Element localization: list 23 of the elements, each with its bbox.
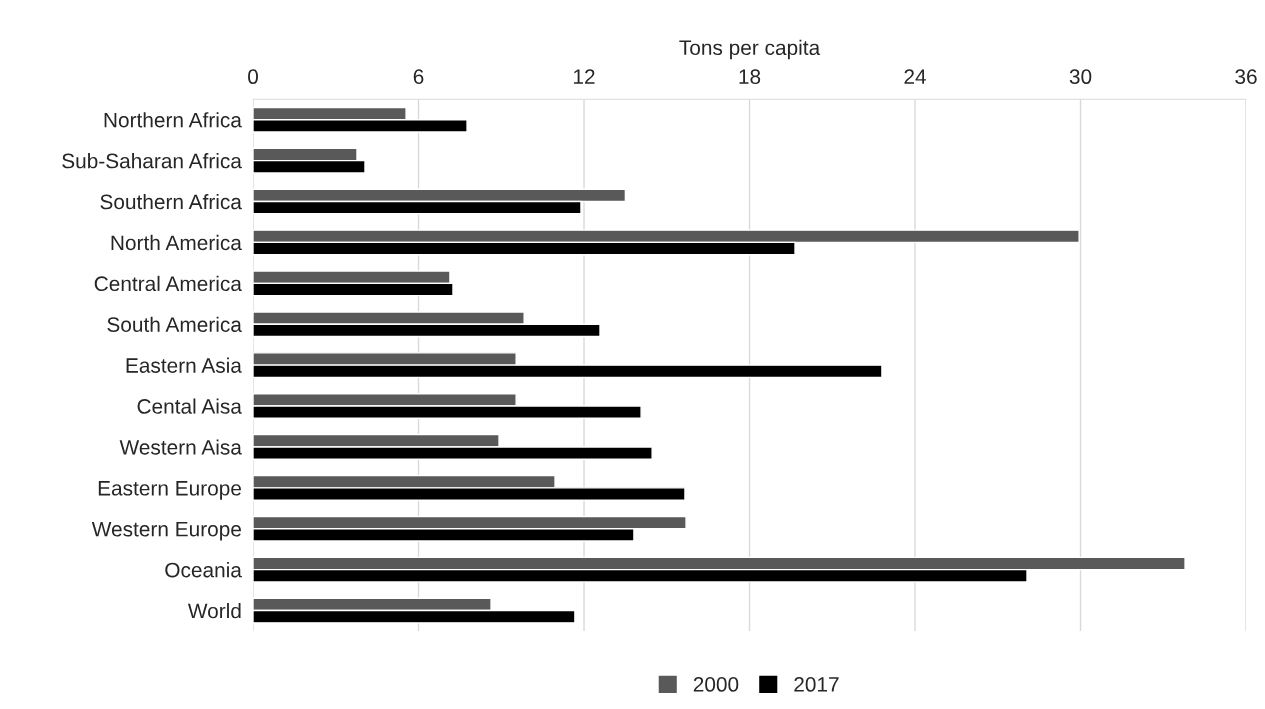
x-tick-label: 12 — [574, 69, 595, 84]
y-tick-label: Eastern Europe — [98, 481, 241, 500]
y-tick-label: Western Europe — [91, 521, 241, 541]
y-tick-label: Sub-Saharan Africa — [62, 153, 242, 169]
x-tick-label: 6 — [413, 69, 424, 85]
x-tick-label: 0 — [248, 69, 258, 85]
y-tick-label: Eastern Asia — [126, 357, 242, 373]
y-tick-label: South America — [107, 316, 242, 332]
y-tick-label: North America — [111, 234, 242, 251]
x-tick-label: 18 — [739, 69, 761, 85]
x-tick-label: 30 — [1069, 69, 1092, 85]
y-tick-label: Western Aisa — [119, 439, 242, 455]
y-tick-label: Oceania — [165, 562, 242, 578]
x-tick-label: 36 — [1235, 69, 1257, 85]
legend-label: 2000 — [693, 677, 739, 692]
x-tick-label: 24 — [904, 69, 926, 84]
y-tick-label: World — [187, 603, 241, 619]
y-tick-label: Northern Africa — [104, 112, 242, 128]
y-tick-label: Cental Aisa — [137, 398, 242, 414]
y-tick-label: Southern Africa — [100, 193, 242, 210]
legend-label: 2017 — [794, 677, 839, 692]
x-axis-title: Tons per capita — [679, 39, 821, 60]
y-tick-label: Central America — [94, 275, 242, 292]
